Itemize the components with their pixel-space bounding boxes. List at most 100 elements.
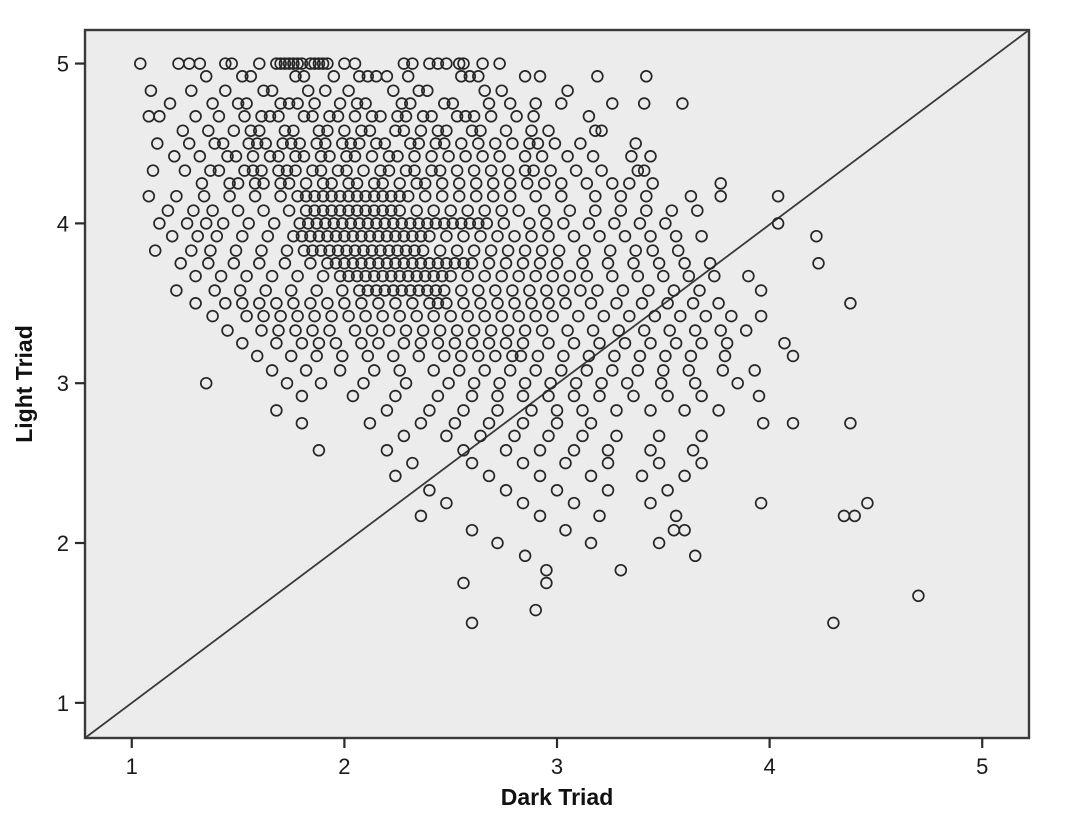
- data-point: [535, 324, 549, 337]
- data-point: [382, 324, 396, 337]
- data-point: [310, 137, 323, 150]
- data-point: [491, 389, 504, 403]
- data-point: [440, 124, 453, 137]
- data-point: [348, 324, 362, 337]
- data-point: [438, 349, 451, 363]
- data-point: [786, 349, 800, 363]
- data-point: [376, 189, 389, 203]
- data-point: [567, 389, 581, 403]
- data-point: [423, 484, 436, 497]
- data-point: [433, 244, 447, 257]
- data-point: [497, 217, 511, 230]
- data-point: [295, 389, 309, 403]
- data-point: [372, 297, 385, 310]
- data-point: [295, 229, 309, 243]
- data-point: [365, 150, 379, 163]
- data-point: [678, 523, 691, 537]
- data-point: [238, 110, 251, 123]
- data-point: [472, 217, 485, 230]
- data-point: [640, 70, 653, 83]
- data-point: [319, 137, 332, 150]
- data-point: [567, 336, 581, 350]
- data-point: [506, 137, 519, 150]
- data-point: [253, 257, 266, 270]
- data-point: [482, 336, 496, 350]
- data-point: [455, 70, 468, 83]
- data-point: [342, 204, 355, 217]
- data-point: [176, 124, 190, 137]
- data-point: [669, 509, 683, 523]
- data-point: [618, 336, 632, 350]
- data-point: [306, 164, 319, 177]
- data-point: [716, 364, 730, 377]
- data-point: [580, 177, 594, 190]
- data-point: [472, 137, 485, 150]
- data-point: [503, 177, 517, 190]
- data-point: [469, 189, 483, 203]
- data-point: [501, 324, 515, 337]
- data-point: [703, 257, 717, 270]
- data-point: [414, 509, 428, 523]
- data-point: [321, 297, 334, 310]
- data-point: [467, 324, 481, 337]
- data-point: [327, 70, 341, 83]
- data-point: [342, 177, 355, 190]
- data-point: [438, 217, 451, 230]
- data-point: [378, 217, 392, 230]
- data-point: [646, 177, 659, 190]
- data-point: [559, 523, 572, 537]
- data-point: [576, 404, 589, 417]
- data-point: [427, 269, 440, 283]
- data-point: [674, 309, 687, 323]
- data-point: [637, 324, 651, 337]
- data-point: [457, 576, 470, 590]
- data-point: [640, 204, 653, 217]
- data-point: [289, 150, 302, 163]
- data-point: [499, 484, 513, 497]
- data-point: [484, 244, 498, 257]
- data-point: [338, 229, 351, 243]
- data-point: [378, 137, 392, 150]
- data-point: [589, 204, 602, 217]
- data-point: [450, 164, 464, 177]
- data-point: [754, 496, 768, 510]
- data-point: [323, 324, 336, 337]
- data-point: [253, 297, 266, 310]
- data-point: [336, 349, 349, 363]
- data-point: [182, 137, 196, 150]
- data-point: [280, 164, 294, 177]
- data-point: [569, 164, 583, 177]
- data-point: [316, 204, 330, 217]
- data-point: [644, 229, 657, 243]
- data-point: [606, 269, 619, 283]
- data-point: [272, 164, 285, 177]
- data-point: [657, 269, 670, 283]
- data-point: [299, 364, 313, 377]
- data-point: [255, 110, 268, 123]
- data-point: [580, 269, 594, 283]
- data-point: [410, 204, 423, 217]
- data-point: [442, 150, 455, 163]
- data-point: [393, 269, 406, 283]
- data-point: [555, 177, 568, 190]
- data-point: [287, 57, 300, 70]
- data-point: [185, 84, 198, 97]
- data-point: [714, 189, 727, 203]
- data-point: [431, 389, 445, 403]
- data-point: [461, 309, 474, 323]
- data-point: [771, 189, 785, 203]
- data-point: [301, 84, 315, 97]
- data-point: [480, 217, 494, 230]
- data-point: [455, 284, 468, 297]
- data-point: [355, 257, 368, 270]
- data-point: [537, 204, 551, 217]
- data-point: [695, 456, 708, 470]
- data-point: [427, 309, 440, 323]
- data-point: [455, 137, 468, 150]
- data-point: [423, 404, 436, 417]
- data-point: [608, 349, 621, 363]
- data-point: [193, 57, 207, 70]
- data-point: [284, 349, 298, 363]
- data-point: [644, 336, 657, 350]
